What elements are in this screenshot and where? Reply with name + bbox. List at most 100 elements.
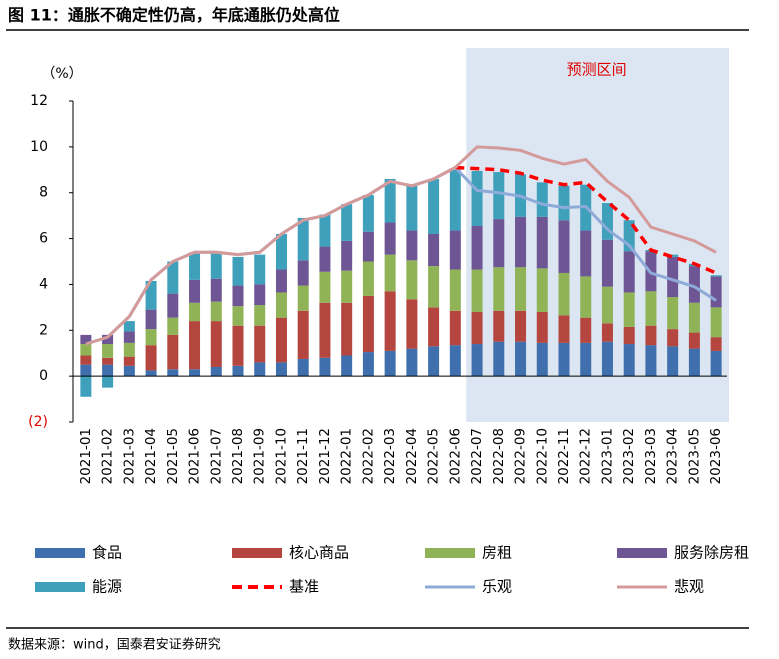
bar [384,254,396,292]
y-tick-label: 10 [30,139,48,155]
legend-label: 乐观 [482,578,512,596]
legend-swatch [35,582,85,592]
legend-label: 食品 [92,544,122,562]
bar [536,268,548,312]
bar [102,334,114,345]
x-tick-label: 2021-07 [208,428,224,484]
bar [210,366,222,377]
bar [123,342,135,357]
bar [362,295,374,353]
bar [667,346,679,377]
x-tick-label: 2021-01 [78,428,94,484]
bar [167,334,179,370]
bar [102,357,114,365]
bar [710,275,722,277]
bar [319,271,331,303]
bar [189,321,201,370]
bar [80,344,92,356]
bar [145,345,157,371]
bar [80,376,92,397]
bar [210,321,222,367]
bar [428,346,440,377]
bar [558,272,570,316]
bar [341,302,353,356]
bar [254,284,266,306]
legend-label: 悲观 [674,578,704,596]
x-tick-label: 2023-06 [708,428,724,484]
bar [536,342,548,377]
bar [145,280,157,310]
bar [601,239,613,287]
bar [623,326,635,345]
bar [275,292,287,318]
legend-swatch [232,548,282,558]
x-tick-label: 2021-05 [165,428,181,484]
y-tick-label: 4 [39,276,48,292]
bar [275,362,287,377]
bar [319,302,331,358]
bar [297,285,309,311]
y-tick-label: 2 [39,322,48,338]
bar [341,355,353,377]
bar [80,334,92,345]
bar [384,222,396,255]
bar [232,365,244,377]
bar [493,219,505,268]
bar [688,266,700,303]
bar [515,341,527,377]
x-tick-label: 2023-02 [621,428,637,484]
bar [189,252,201,280]
bar [601,203,613,240]
bar [471,170,483,226]
legend-label: 核心商品 [289,544,349,562]
x-tick-label: 2022-02 [360,428,376,484]
bar [406,260,418,300]
forecast-region [466,48,729,422]
bar [145,309,157,330]
bar [297,217,309,261]
bar [406,230,418,261]
bar [406,185,418,231]
bar [536,311,548,343]
bar [254,305,266,326]
legend-label: 能源 [92,578,122,596]
bar [623,251,635,293]
bar [341,270,353,303]
bar [297,310,309,359]
bar [232,325,244,366]
bar [406,348,418,377]
x-tick-label: 2022-11 [556,428,572,484]
x-tick-label: 2022-01 [339,428,355,484]
x-tick-label: 2022-04 [404,428,420,484]
bar [384,350,396,377]
bar [580,276,592,318]
bar [210,253,222,279]
bar [428,307,440,347]
bar [319,357,331,377]
bar [493,267,505,311]
bar [275,317,287,363]
legend-label: 服务除房租 [674,544,749,562]
bar [145,329,157,346]
y-tick-label: (2) [28,414,48,430]
bar [167,369,179,377]
bar [710,307,722,338]
bar [254,362,266,377]
source: 数据来源：wind，国泰君安证券研究 [8,637,221,653]
x-tick-label: 2022-09 [513,428,529,484]
bar [297,358,309,377]
bar [102,364,114,377]
bar [493,341,505,377]
bar [536,216,548,269]
bar [471,311,483,345]
bar [667,256,679,298]
bar [406,299,418,349]
bar [428,233,440,267]
bar [471,344,483,377]
bar [623,292,635,327]
x-tick-label: 2021-12 [317,428,333,484]
bar [102,376,114,388]
bar [449,230,461,270]
x-tick-label: 2022-12 [578,428,594,484]
